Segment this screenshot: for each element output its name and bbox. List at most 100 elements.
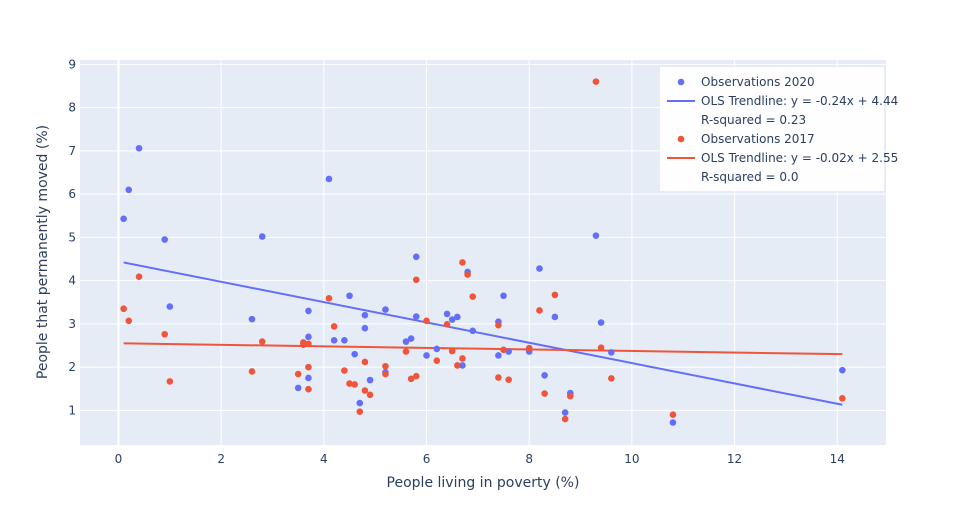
x-tick-label: 4 bbox=[320, 452, 328, 466]
legend-label: OLS Trendline: y = -0.02x + 2.55 bbox=[701, 151, 898, 165]
scatter-point-2 bbox=[382, 362, 389, 370]
scatter-point-2 bbox=[356, 408, 364, 415]
scatter-point-2 bbox=[135, 273, 143, 281]
scatter-point-2 bbox=[125, 317, 133, 325]
scatter-point-0 bbox=[258, 233, 266, 240]
legend-item[interactable]: OLS Trendline: y = -0.24x + 4.44 R-square… bbox=[667, 94, 898, 127]
x-tick-label: 8 bbox=[525, 452, 533, 466]
scatter-point-0 bbox=[305, 307, 312, 315]
scatter-point-0 bbox=[120, 215, 127, 223]
scatter-point-2 bbox=[459, 355, 466, 362]
scatter-point-2 bbox=[592, 78, 600, 85]
y-tick-label: 7 bbox=[68, 144, 76, 158]
scatter-point-0 bbox=[443, 310, 451, 318]
legend-label: Observations 2017 bbox=[701, 132, 815, 146]
scatter-point-2 bbox=[454, 362, 461, 369]
scatter-point-2 bbox=[608, 375, 615, 382]
y-tick-label: 1 bbox=[68, 403, 76, 417]
scatter-point-2 bbox=[839, 394, 846, 402]
scatter-point-0 bbox=[330, 337, 338, 344]
scatter-point-2 bbox=[469, 293, 477, 300]
scatter-point-2 bbox=[330, 323, 338, 330]
legend[interactable]: Observations 2020 OLS Trendline: y = -0.2… bbox=[660, 67, 898, 191]
legend-item[interactable]: Observations 2017 bbox=[677, 132, 815, 146]
scatter-point-0 bbox=[325, 175, 333, 183]
scatter-point-2 bbox=[407, 375, 415, 383]
scatter-point-2 bbox=[258, 338, 266, 345]
scatter-point-0 bbox=[459, 362, 466, 369]
y-axis-label: People that permanently moved (%) bbox=[35, 125, 51, 379]
x-tick-label: 14 bbox=[830, 452, 845, 466]
legend-box bbox=[660, 67, 884, 191]
scatter-point-2 bbox=[525, 344, 533, 352]
legend-label: OLS Trendline: y = -0.24x + 4.44 bbox=[701, 94, 898, 108]
y-tick-label: 8 bbox=[68, 101, 76, 115]
scatter-point-2 bbox=[361, 387, 369, 394]
y-axis-ticks: 1 2 3 4 5 6 7 8 9 bbox=[68, 57, 76, 417]
legend-label: Observations 2020 bbox=[701, 75, 815, 89]
scatter-point-0 bbox=[423, 352, 430, 359]
scatter-point-0 bbox=[469, 327, 477, 335]
scatter-point-0 bbox=[402, 338, 410, 345]
scatter-point-0 bbox=[839, 366, 846, 374]
x-axis-label: People living in poverty (%) bbox=[387, 475, 580, 491]
scatter-point-2 bbox=[305, 385, 312, 393]
scatter-point-2 bbox=[541, 390, 548, 397]
scatter-point-2 bbox=[597, 344, 605, 351]
scatter-point-0 bbox=[669, 419, 677, 426]
x-tick-label: 10 bbox=[624, 452, 639, 466]
scatter-point-2 bbox=[536, 307, 543, 314]
scatter-point-0 bbox=[356, 399, 364, 407]
scatter-point-0 bbox=[412, 313, 420, 320]
scatter-point-2 bbox=[669, 411, 677, 419]
trendlines bbox=[123, 261, 843, 406]
y-tick-label: 3 bbox=[68, 317, 76, 331]
scatter-point-2 bbox=[341, 367, 348, 374]
x-tick-label: 0 bbox=[115, 452, 123, 466]
scatter-point-0 bbox=[161, 236, 169, 243]
legend-item[interactable]: Observations 2020 bbox=[677, 75, 815, 89]
scatter-point-0 bbox=[294, 384, 302, 392]
scatter-point-2 bbox=[402, 348, 410, 355]
scatter-point-0 bbox=[433, 345, 441, 353]
scatter-point-0 bbox=[505, 348, 512, 355]
scatter-point-0 bbox=[454, 313, 461, 321]
scatter-point-0 bbox=[412, 253, 420, 261]
scatter-point-2 bbox=[300, 339, 307, 346]
scatter-point-2 bbox=[505, 376, 512, 383]
scatter-point-2 bbox=[448, 347, 456, 355]
scatter-point-0 bbox=[592, 232, 600, 239]
scatter-point-2 bbox=[382, 370, 389, 378]
x-tick-label: 6 bbox=[423, 452, 431, 466]
scatter-point-2 bbox=[566, 392, 574, 400]
scatter-point-0 bbox=[597, 319, 605, 326]
scatter-point-0 bbox=[305, 333, 312, 341]
scatter-point-2 bbox=[305, 340, 312, 348]
scatter-point-2 bbox=[464, 271, 471, 278]
legend-rsquared: R-squared = 0.23 bbox=[701, 113, 806, 127]
trendline-3 bbox=[123, 342, 843, 356]
y-tick-label: 2 bbox=[68, 360, 76, 374]
scatter-point-0 bbox=[366, 376, 374, 384]
legend-marker-swatch bbox=[677, 78, 685, 86]
scatter-point-2 bbox=[495, 374, 502, 381]
legend-item[interactable]: OLS Trendline: y = -0.02x + 2.55 R-square… bbox=[667, 151, 898, 184]
scatter-point-0 bbox=[541, 372, 548, 379]
y-tick-label: 5 bbox=[68, 230, 76, 244]
scatter-point-0 bbox=[125, 186, 133, 194]
scatter-point-2 bbox=[412, 372, 420, 380]
y-tick-label: 6 bbox=[68, 187, 76, 201]
scatter-point-2 bbox=[412, 276, 420, 284]
scatter-point-2 bbox=[459, 259, 466, 266]
scatter-point-0 bbox=[361, 311, 369, 319]
y-tick-label: 9 bbox=[68, 57, 76, 71]
x-tick-label: 2 bbox=[217, 452, 225, 466]
scatter-point-2 bbox=[433, 357, 441, 364]
scatter-point-0 bbox=[407, 335, 415, 342]
scatter-point-2 bbox=[561, 415, 569, 423]
scatter-point-2 bbox=[325, 295, 333, 302]
scatter-point-0 bbox=[341, 337, 348, 344]
scatter-point-0 bbox=[448, 316, 456, 323]
scatter-point-0 bbox=[361, 324, 369, 332]
